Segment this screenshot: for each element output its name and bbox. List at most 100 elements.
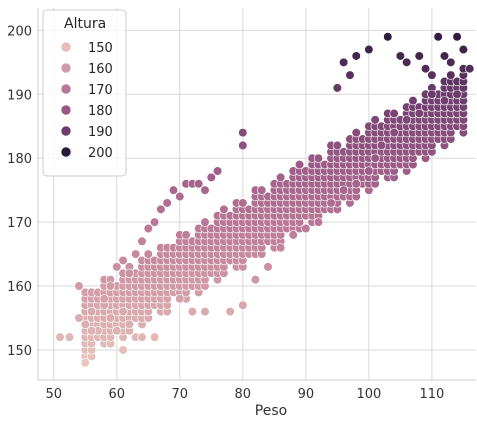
scatter-point <box>200 217 210 227</box>
axis-spines <box>37 8 476 381</box>
scatter-point <box>313 217 324 227</box>
scatter-point <box>402 57 412 67</box>
scatter-point <box>402 115 412 125</box>
scatter-point <box>86 307 97 317</box>
scatter-point <box>200 185 210 195</box>
scatter-point <box>408 96 418 106</box>
scatter-point <box>351 51 361 61</box>
scatter-point <box>301 223 311 234</box>
scatter-point <box>194 179 204 189</box>
x-tick-labels: 50 60 70 80 90 100 110 <box>45 387 444 402</box>
legend-marker <box>60 62 72 74</box>
scatter-point <box>112 326 122 336</box>
scatter-point <box>86 326 97 336</box>
scatter-point <box>124 268 134 278</box>
scatter-point <box>383 32 393 42</box>
scatter-point <box>364 44 374 55</box>
legend-marker <box>60 83 72 95</box>
scatter-point <box>238 300 248 310</box>
scatter-point <box>326 198 336 208</box>
scatter-point <box>276 172 286 182</box>
y-tick-label: 160 <box>7 280 32 295</box>
scatter-point <box>156 204 166 214</box>
x-tick-label: 90 <box>298 387 315 402</box>
scatter-point <box>364 166 374 176</box>
x-tick-label: 70 <box>172 387 189 402</box>
scatter-point <box>351 179 361 189</box>
scatter-point <box>175 191 185 202</box>
scatter-point <box>118 307 128 317</box>
legend-marker <box>60 104 72 116</box>
y-tick-label: 150 <box>7 344 32 359</box>
legend-label: 160 <box>88 62 113 77</box>
x-tick-label: 80 <box>235 387 252 402</box>
legend-label: 200 <box>88 146 113 161</box>
scatter-point <box>181 230 191 240</box>
scatter-point <box>370 153 380 163</box>
scatter-point <box>376 140 387 151</box>
scatter-point <box>55 332 65 342</box>
scatter-point <box>200 307 210 317</box>
legend: Altura 150 160 170 180 190 200 <box>42 9 127 177</box>
scatter-point <box>149 217 160 227</box>
scatter-point <box>263 262 273 272</box>
scatter-point <box>446 70 456 80</box>
y-tick-label: 170 <box>7 216 32 231</box>
scatter-point <box>137 332 147 342</box>
legend-marker <box>60 125 72 137</box>
scatter-point <box>225 307 235 317</box>
x-tick-label: 60 <box>109 387 126 402</box>
y-tick-label: 180 <box>7 152 32 167</box>
y-tick-label: 190 <box>7 88 32 103</box>
scatter-point <box>433 32 443 42</box>
scatter-point <box>238 140 248 151</box>
scatter-point <box>131 249 141 259</box>
scatter-point <box>452 32 462 42</box>
legend-label: 170 <box>88 83 113 98</box>
scatter-point <box>351 128 361 138</box>
scatter-point <box>112 262 122 272</box>
scatter-point <box>414 108 424 119</box>
scatter-point <box>439 96 450 106</box>
scatter-point <box>143 223 153 234</box>
legend-label: 180 <box>88 104 113 119</box>
legend-marker <box>60 146 72 158</box>
scatter-point <box>339 185 349 195</box>
scatter-point <box>395 51 405 61</box>
x-tick-label: 100 <box>356 387 381 402</box>
scatter-point <box>238 198 248 208</box>
scatter-point <box>458 44 468 55</box>
scatter-point <box>257 185 267 195</box>
scatter-point <box>149 332 160 342</box>
scatter-point <box>143 249 153 259</box>
scatter-point <box>345 70 355 80</box>
scatter-point <box>168 185 179 195</box>
scatter-point <box>175 294 185 304</box>
scatter-point <box>162 198 172 208</box>
scatter-point <box>213 166 223 176</box>
y-tick-labels: 150 160 170 180 190 200 <box>7 24 32 359</box>
scatter-point <box>288 230 298 240</box>
legend-marker <box>60 41 72 53</box>
scatter-point <box>332 83 342 93</box>
scatter-point <box>80 319 90 329</box>
scatter-point <box>64 332 75 342</box>
scatter-point <box>276 243 286 253</box>
scatter-point <box>332 140 342 151</box>
scatter-point <box>427 89 437 99</box>
scatter-point <box>124 319 134 329</box>
legend-label: 190 <box>88 125 113 140</box>
scatter-point <box>389 108 399 119</box>
y-tick-label: 200 <box>7 24 32 39</box>
scatter-point <box>420 64 431 74</box>
scatter-point <box>446 57 456 67</box>
scatter-point <box>206 172 216 182</box>
legend-frame <box>42 9 127 177</box>
scatter-point <box>389 128 399 138</box>
scatter-point <box>137 236 147 246</box>
x-tick-label: 110 <box>419 387 444 402</box>
scatter-point <box>118 255 128 266</box>
scatter-point <box>294 159 305 170</box>
